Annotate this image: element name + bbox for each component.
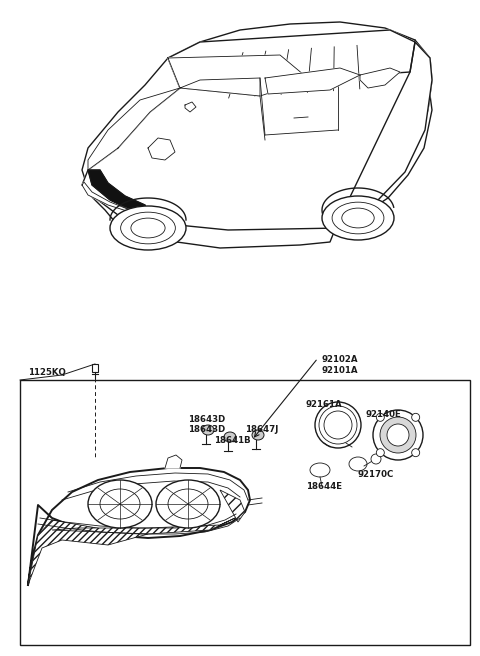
Text: 92170C: 92170C [358, 470, 394, 479]
Ellipse shape [387, 424, 409, 446]
Ellipse shape [88, 480, 152, 528]
Ellipse shape [373, 410, 423, 460]
Text: 18647J: 18647J [245, 425, 278, 434]
Ellipse shape [310, 463, 330, 477]
Text: 1125KQ: 1125KQ [28, 368, 66, 377]
Polygon shape [360, 68, 400, 88]
Ellipse shape [224, 432, 236, 442]
Polygon shape [185, 102, 196, 112]
Text: 18644E: 18644E [306, 482, 342, 491]
Ellipse shape [412, 413, 420, 421]
Ellipse shape [412, 449, 420, 457]
Polygon shape [82, 182, 148, 218]
Text: 92140E: 92140E [365, 410, 401, 419]
Text: 92101A: 92101A [322, 366, 359, 375]
Ellipse shape [349, 457, 367, 471]
Ellipse shape [322, 196, 394, 240]
Polygon shape [82, 58, 340, 230]
Ellipse shape [380, 417, 416, 453]
Ellipse shape [315, 402, 361, 448]
Ellipse shape [376, 449, 384, 457]
Polygon shape [265, 68, 360, 94]
Ellipse shape [376, 413, 384, 421]
Polygon shape [148, 138, 175, 160]
Polygon shape [88, 170, 148, 215]
Polygon shape [180, 78, 260, 96]
Polygon shape [52, 518, 235, 534]
Ellipse shape [371, 454, 381, 464]
Text: 18641B: 18641B [214, 436, 251, 445]
Polygon shape [28, 520, 148, 585]
Polygon shape [168, 55, 310, 96]
Ellipse shape [252, 430, 264, 440]
Bar [20, 380, 470, 645]
Polygon shape [168, 30, 415, 88]
Polygon shape [28, 468, 250, 585]
Polygon shape [165, 455, 182, 468]
Text: 92102A: 92102A [322, 355, 359, 364]
Ellipse shape [156, 480, 220, 528]
Bar [92, 364, 98, 372]
Text: 18643D: 18643D [188, 425, 225, 434]
Ellipse shape [202, 425, 214, 435]
Ellipse shape [110, 206, 186, 250]
Polygon shape [220, 490, 245, 522]
Polygon shape [88, 88, 180, 170]
Polygon shape [338, 42, 432, 222]
Text: 92161A: 92161A [306, 400, 343, 409]
Text: 18643D: 18643D [188, 415, 225, 424]
